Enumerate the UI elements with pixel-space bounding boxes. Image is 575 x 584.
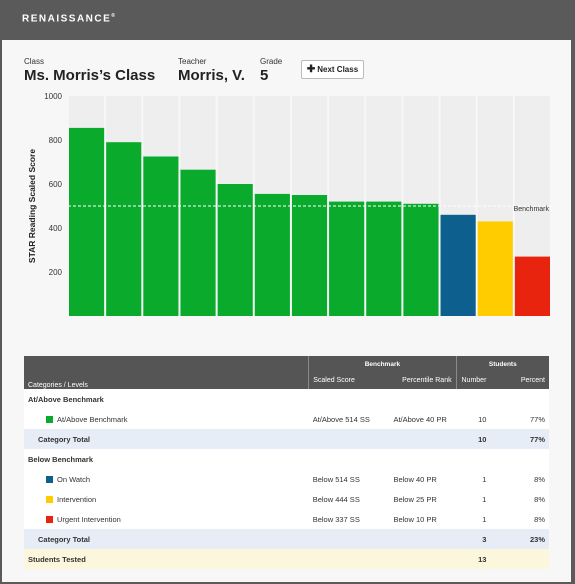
tested-label: Students Tested <box>24 549 309 569</box>
y-tick-label: 200 <box>49 268 63 277</box>
row-number: 1 <box>456 469 491 489</box>
benchmark-table: Benchmark Students Categories / Levels S… <box>24 356 549 569</box>
row-number: 1 <box>456 509 491 529</box>
class-label: Class <box>24 57 45 66</box>
score-chart: Benchmark 200 400 600 800 1000 STAR Reading Sc… <box>27 92 551 317</box>
category-total-row: Category Total 10 77% <box>24 429 549 449</box>
grade-value: 5 <box>260 67 269 84</box>
row-name: Urgent Intervention <box>57 514 121 524</box>
green-swatch-icon <box>46 415 53 423</box>
total-percent: 23% <box>490 529 549 549</box>
row-scaled: At/Above 514 SS <box>308 409 390 429</box>
col-percentile-header: Percentile Rank <box>389 372 457 389</box>
y-axis-label: STAR Reading Scaled Score <box>27 149 37 263</box>
yellow-swatch-icon <box>46 495 53 503</box>
next-class-button[interactable]: ✚ Next Class <box>301 60 364 79</box>
score-bar <box>403 203 439 316</box>
row-scaled: Below 514 SS <box>308 469 390 489</box>
total-label: Category Total <box>24 429 309 449</box>
col-number-header: Number <box>455 372 491 389</box>
section-above-row: At/Above Benchmark <box>24 389 549 409</box>
class-value: Ms. Morris’s Class <box>24 67 156 84</box>
row-percentile: Below 40 PR <box>389 469 457 489</box>
total-label: Category Total <box>24 529 309 549</box>
score-bar <box>69 127 105 317</box>
brand-logo: RENAISSANCE® <box>22 13 115 25</box>
y-tick-label: 600 <box>49 180 63 189</box>
table-row: Urgent Intervention Below 337 SS Below 1… <box>24 509 549 529</box>
score-bar <box>254 193 290 316</box>
total-number: 3 <box>456 529 491 549</box>
row-percent: 8% <box>490 509 549 529</box>
total-number: 10 <box>456 429 491 449</box>
score-bar <box>217 184 253 316</box>
col-percent-header: Percent <box>490 372 549 389</box>
y-tick-label: 800 <box>49 136 63 145</box>
row-percent: 77% <box>490 409 549 429</box>
section-below-label: Below Benchmark <box>24 449 549 469</box>
section-above-label: At/Above Benchmark <box>24 389 549 409</box>
grade-label: Grade <box>260 57 283 66</box>
table-row: Intervention Below 444 SS Below 25 PR 1 … <box>24 489 549 509</box>
blue-swatch-icon <box>46 475 53 483</box>
score-bar <box>366 201 402 316</box>
red-swatch-icon <box>46 515 53 523</box>
score-bar <box>477 221 513 316</box>
row-number: 1 <box>456 489 491 509</box>
row-percentile: At/Above 40 PR <box>389 409 457 429</box>
row-percent: 8% <box>490 489 549 509</box>
score-bar <box>291 195 328 316</box>
score-bar <box>143 156 179 316</box>
teacher-field: Teacher Morris, V. <box>178 57 245 84</box>
teacher-value: Morris, V. <box>178 67 245 84</box>
row-scaled: Below 444 SS <box>308 489 390 509</box>
table-row: On Watch Below 514 SS Below 40 PR 1 8% <box>24 469 549 489</box>
report-panel: Class Ms. Morris’s Class Teacher Morris,… <box>2 40 571 582</box>
total-percent: 77% <box>490 429 549 449</box>
category-total-row: Category Total 3 23% <box>24 529 549 549</box>
tested-number: 13 <box>456 549 491 569</box>
row-name: At/Above Benchmark <box>57 414 128 424</box>
section-below-row: Below Benchmark <box>24 449 549 469</box>
class-field: Class Ms. Morris’s Class <box>24 57 155 84</box>
score-bar <box>440 214 476 316</box>
benchmark-group-header: Benchmark <box>308 356 457 372</box>
col-category-header: Categories / Levels <box>24 372 309 389</box>
benchmark-label: Benchmark <box>514 206 550 213</box>
students-tested-row: Students Tested 13 <box>24 549 549 569</box>
top-bar: RENAISSANCE® <box>0 0 575 40</box>
teacher-label: Teacher <box>178 57 207 66</box>
score-bar <box>329 201 365 316</box>
row-percent: 8% <box>490 469 549 489</box>
row-name: Intervention <box>57 494 97 504</box>
row-scaled: Below 337 SS <box>308 509 390 529</box>
row-percentile: Below 25 PR <box>389 489 457 509</box>
students-group-header: Students <box>455 356 549 372</box>
row-name: On Watch <box>57 474 91 484</box>
table-row: At/Above Benchmark At/Above 514 SS At/Ab… <box>24 409 549 429</box>
y-tick-label: 1000 <box>44 92 62 101</box>
row-percentile: Below 10 PR <box>389 509 457 529</box>
col-scaled-header: Scaled Score <box>308 372 390 389</box>
row-number: 10 <box>456 409 491 429</box>
score-bar <box>514 256 550 316</box>
grade-field: Grade 5 <box>260 57 282 84</box>
plus-icon: ✚ <box>306 64 316 75</box>
score-bar <box>106 142 142 316</box>
next-class-label: Next Class <box>317 65 359 74</box>
y-tick-label: 400 <box>49 224 63 233</box>
score-bar <box>180 169 216 316</box>
